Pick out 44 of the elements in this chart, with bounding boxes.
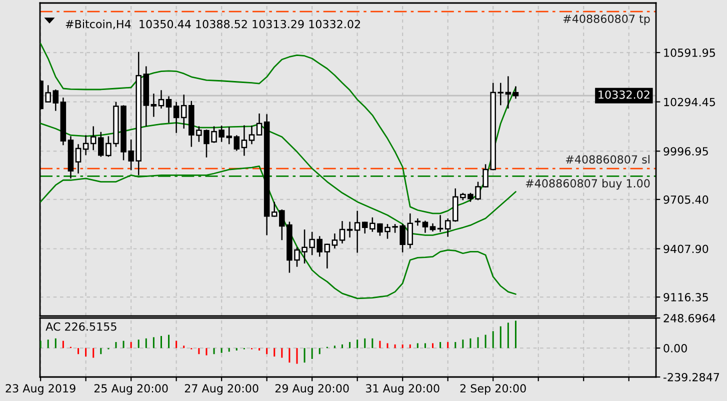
- candlestick: [158, 90, 164, 110]
- y-tick-label: -239.2847: [663, 372, 720, 382]
- x-tick-label: 31 Aug 20:00: [366, 384, 440, 395]
- candlestick: [512, 86, 519, 100]
- candlestick: [414, 218, 421, 226]
- y-tick-label: 9407.90: [664, 244, 708, 254]
- candlestick: [82, 134, 89, 156]
- candlestick: [505, 76, 512, 110]
- y-tick-label: 9116.35: [664, 293, 708, 302]
- candlestick: [324, 243, 330, 270]
- x-tick-label: 25 Aug 20:00: [94, 384, 168, 395]
- candlestick: [256, 112, 262, 136]
- ref-line-label: #408860807 buy 1.00: [526, 178, 650, 190]
- candlestick: [354, 210, 360, 254]
- x-tick-label: 27 Aug 20:00: [184, 384, 258, 395]
- y-tick-label: 10294.45: [664, 98, 715, 106]
- ref-line-label: #408860807 tp: [563, 14, 650, 26]
- y-tick-label: 0.00: [664, 344, 687, 352]
- y-tick-label: 9996.95: [664, 147, 708, 156]
- x-tick-label: 29 Aug 20:00: [275, 384, 349, 395]
- candlestick: [234, 134, 240, 152]
- candlestick: [422, 220, 428, 234]
- candlestick: [150, 93, 157, 118]
- text: #Bitcoin,H4 10350.44 10388.52 10313.29 10332.02: [66, 20, 360, 30]
- y-tick-label: 9705.40: [664, 195, 708, 204]
- candlestick: [248, 124, 255, 145]
- chart-title: AC 226.5155: [46, 322, 116, 331]
- candlestick: [332, 232, 338, 250]
- candlestick: [444, 218, 451, 238]
- candlestick: [346, 221, 353, 238]
- y-tick-label: 10591.95: [664, 48, 715, 57]
- candlestick: [75, 144, 82, 174]
- candlestick: [90, 126, 96, 151]
- candlestick: [166, 96, 172, 124]
- candlestick: [437, 214, 444, 232]
- candlestick: [173, 101, 180, 134]
- x-tick-label: 23 Aug 2019: [6, 384, 76, 395]
- x-tick-label: 2 Sep 20:00: [460, 384, 526, 395]
- candlestick: [241, 124, 248, 156]
- y-tick-label: 248.6964: [664, 314, 716, 322]
- ref-line-label: 10332.02: [598, 90, 650, 99]
- candlestick: [52, 88, 59, 112]
- candlestick: [339, 220, 346, 244]
- ref-line-label: #408860807 sl: [566, 155, 650, 164]
